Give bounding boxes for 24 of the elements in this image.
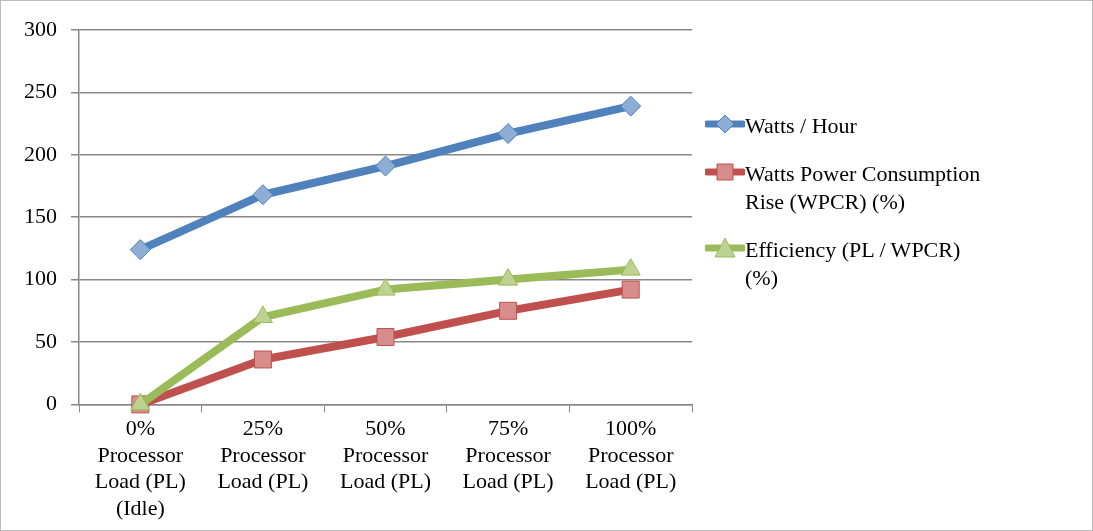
- y-tick-label: 300: [24, 15, 57, 41]
- y-tick-label: 100: [24, 265, 57, 291]
- point: [499, 301, 518, 320]
- y-tick-label: 0: [46, 390, 57, 416]
- point: [497, 123, 519, 145]
- point: [253, 350, 272, 369]
- point: [375, 155, 396, 177]
- x-tick-label: 100% Processor Load (PL): [585, 415, 677, 494]
- x-tick-label: 75% Processor Load (PL): [462, 415, 554, 494]
- x-tick-label: 0% Processor Load (PL) (Idle): [94, 415, 186, 520]
- point: [252, 184, 274, 206]
- y-tick-label: 250: [24, 78, 57, 104]
- y-tick-label: 150: [24, 202, 57, 228]
- x-tick-label: 50% Processor Load (PL): [339, 415, 432, 494]
- point: [621, 280, 640, 299]
- point: [620, 95, 642, 117]
- y-tick-label: 200: [24, 140, 57, 166]
- legend-label: Watts / Hour: [745, 112, 858, 140]
- point: [129, 239, 151, 261]
- y-tick-label: 50: [35, 327, 57, 353]
- legend-label: Watts Power Consumption Rise (WPCR) (%): [745, 160, 982, 216]
- legend-label: Efficiency (PL / WPCR) (%): [745, 236, 962, 292]
- point: [376, 328, 395, 346]
- x-tick-label: 25% Processor Load (PL): [217, 415, 309, 494]
